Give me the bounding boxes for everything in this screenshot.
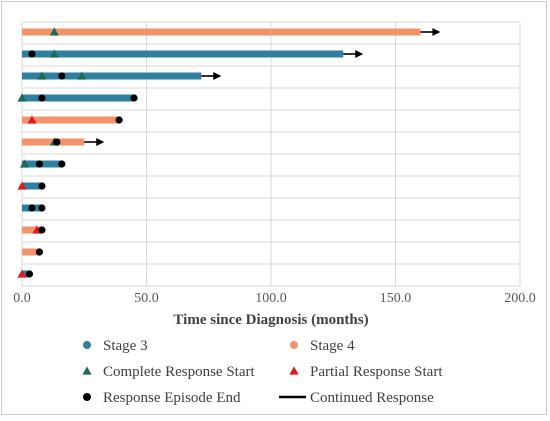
chart-frame: 0.0 50.0 100.0 150.0 200.0 Time since Diagno… bbox=[1, 1, 547, 415]
complete-response-marker bbox=[49, 27, 59, 36]
legend-label-end: Response Episode End bbox=[103, 390, 241, 406]
legend-stage3-marker bbox=[83, 341, 91, 349]
response-end-marker bbox=[28, 50, 36, 58]
response-end-marker bbox=[35, 160, 44, 168]
duration-bar bbox=[22, 248, 40, 256]
legend-complete-marker bbox=[82, 366, 92, 375]
response-end-marker bbox=[28, 204, 36, 212]
response-end-marker bbox=[38, 226, 46, 234]
x-tick-label: 200.0 bbox=[504, 291, 536, 306]
response-end-marker bbox=[38, 94, 46, 102]
legend-label-stage3: Stage 3 bbox=[103, 338, 148, 354]
duration-bar bbox=[22, 270, 30, 278]
duration-bar bbox=[22, 94, 135, 102]
response-end-marker bbox=[58, 160, 66, 168]
legend-label-stage4: Stage 4 bbox=[310, 338, 355, 354]
response-end-marker bbox=[38, 204, 46, 212]
response-end-marker bbox=[25, 270, 34, 278]
response-end-marker bbox=[130, 94, 138, 102]
continued-response-arrowhead bbox=[213, 72, 222, 80]
legend-end-marker bbox=[83, 393, 91, 401]
legend-label-partial: Partial Response Start bbox=[310, 364, 443, 380]
partial-response-marker bbox=[17, 269, 27, 278]
x-axis-label: Time since Diagnosis (months) bbox=[173, 312, 368, 328]
response-end-marker bbox=[35, 248, 44, 256]
legend-stage4-marker bbox=[290, 341, 298, 349]
continued-response-arrowhead bbox=[355, 50, 364, 58]
response-end-marker bbox=[58, 72, 66, 80]
x-tick-label: 50.0 bbox=[134, 291, 159, 306]
duration-bar bbox=[22, 72, 202, 80]
complete-response-marker bbox=[37, 71, 47, 80]
continued-response-arrowhead bbox=[432, 28, 441, 36]
markers-layer bbox=[17, 27, 441, 278]
legend-label-continued: Continued Response bbox=[310, 390, 434, 406]
tick-labels: 0.0 50.0 100.0 150.0 200.0 bbox=[13, 291, 536, 306]
grid-layer bbox=[21, 21, 521, 287]
complete-response-marker bbox=[49, 49, 59, 58]
swimmer-chart: 0.0 50.0 100.0 150.0 200.0 Time since Diagno… bbox=[13, 21, 536, 406]
duration-bar bbox=[22, 226, 42, 234]
complete-response-marker bbox=[77, 71, 87, 80]
duration-bar bbox=[22, 50, 344, 58]
legend: Stage 3 Stage 4 Complete Response Start Par… bbox=[82, 338, 443, 406]
response-end-marker bbox=[38, 182, 46, 190]
duration-bar bbox=[22, 116, 120, 124]
response-end-marker bbox=[115, 116, 123, 124]
partial-response-marker bbox=[27, 115, 37, 124]
x-tick-label: 150.0 bbox=[380, 291, 412, 306]
continued-response-arrowhead bbox=[96, 138, 105, 146]
duration-bar bbox=[22, 182, 42, 190]
duration-bar bbox=[22, 28, 421, 36]
complete-response-marker bbox=[19, 159, 30, 168]
x-tick-label: 0.0 bbox=[13, 291, 31, 306]
x-tick-label: 100.0 bbox=[255, 291, 287, 306]
complete-response-marker bbox=[17, 93, 27, 102]
legend-label-complete: Complete Response Start bbox=[103, 364, 255, 380]
legend-partial-marker bbox=[289, 366, 299, 375]
response-end-marker bbox=[53, 138, 61, 146]
partial-response-marker bbox=[17, 181, 27, 190]
